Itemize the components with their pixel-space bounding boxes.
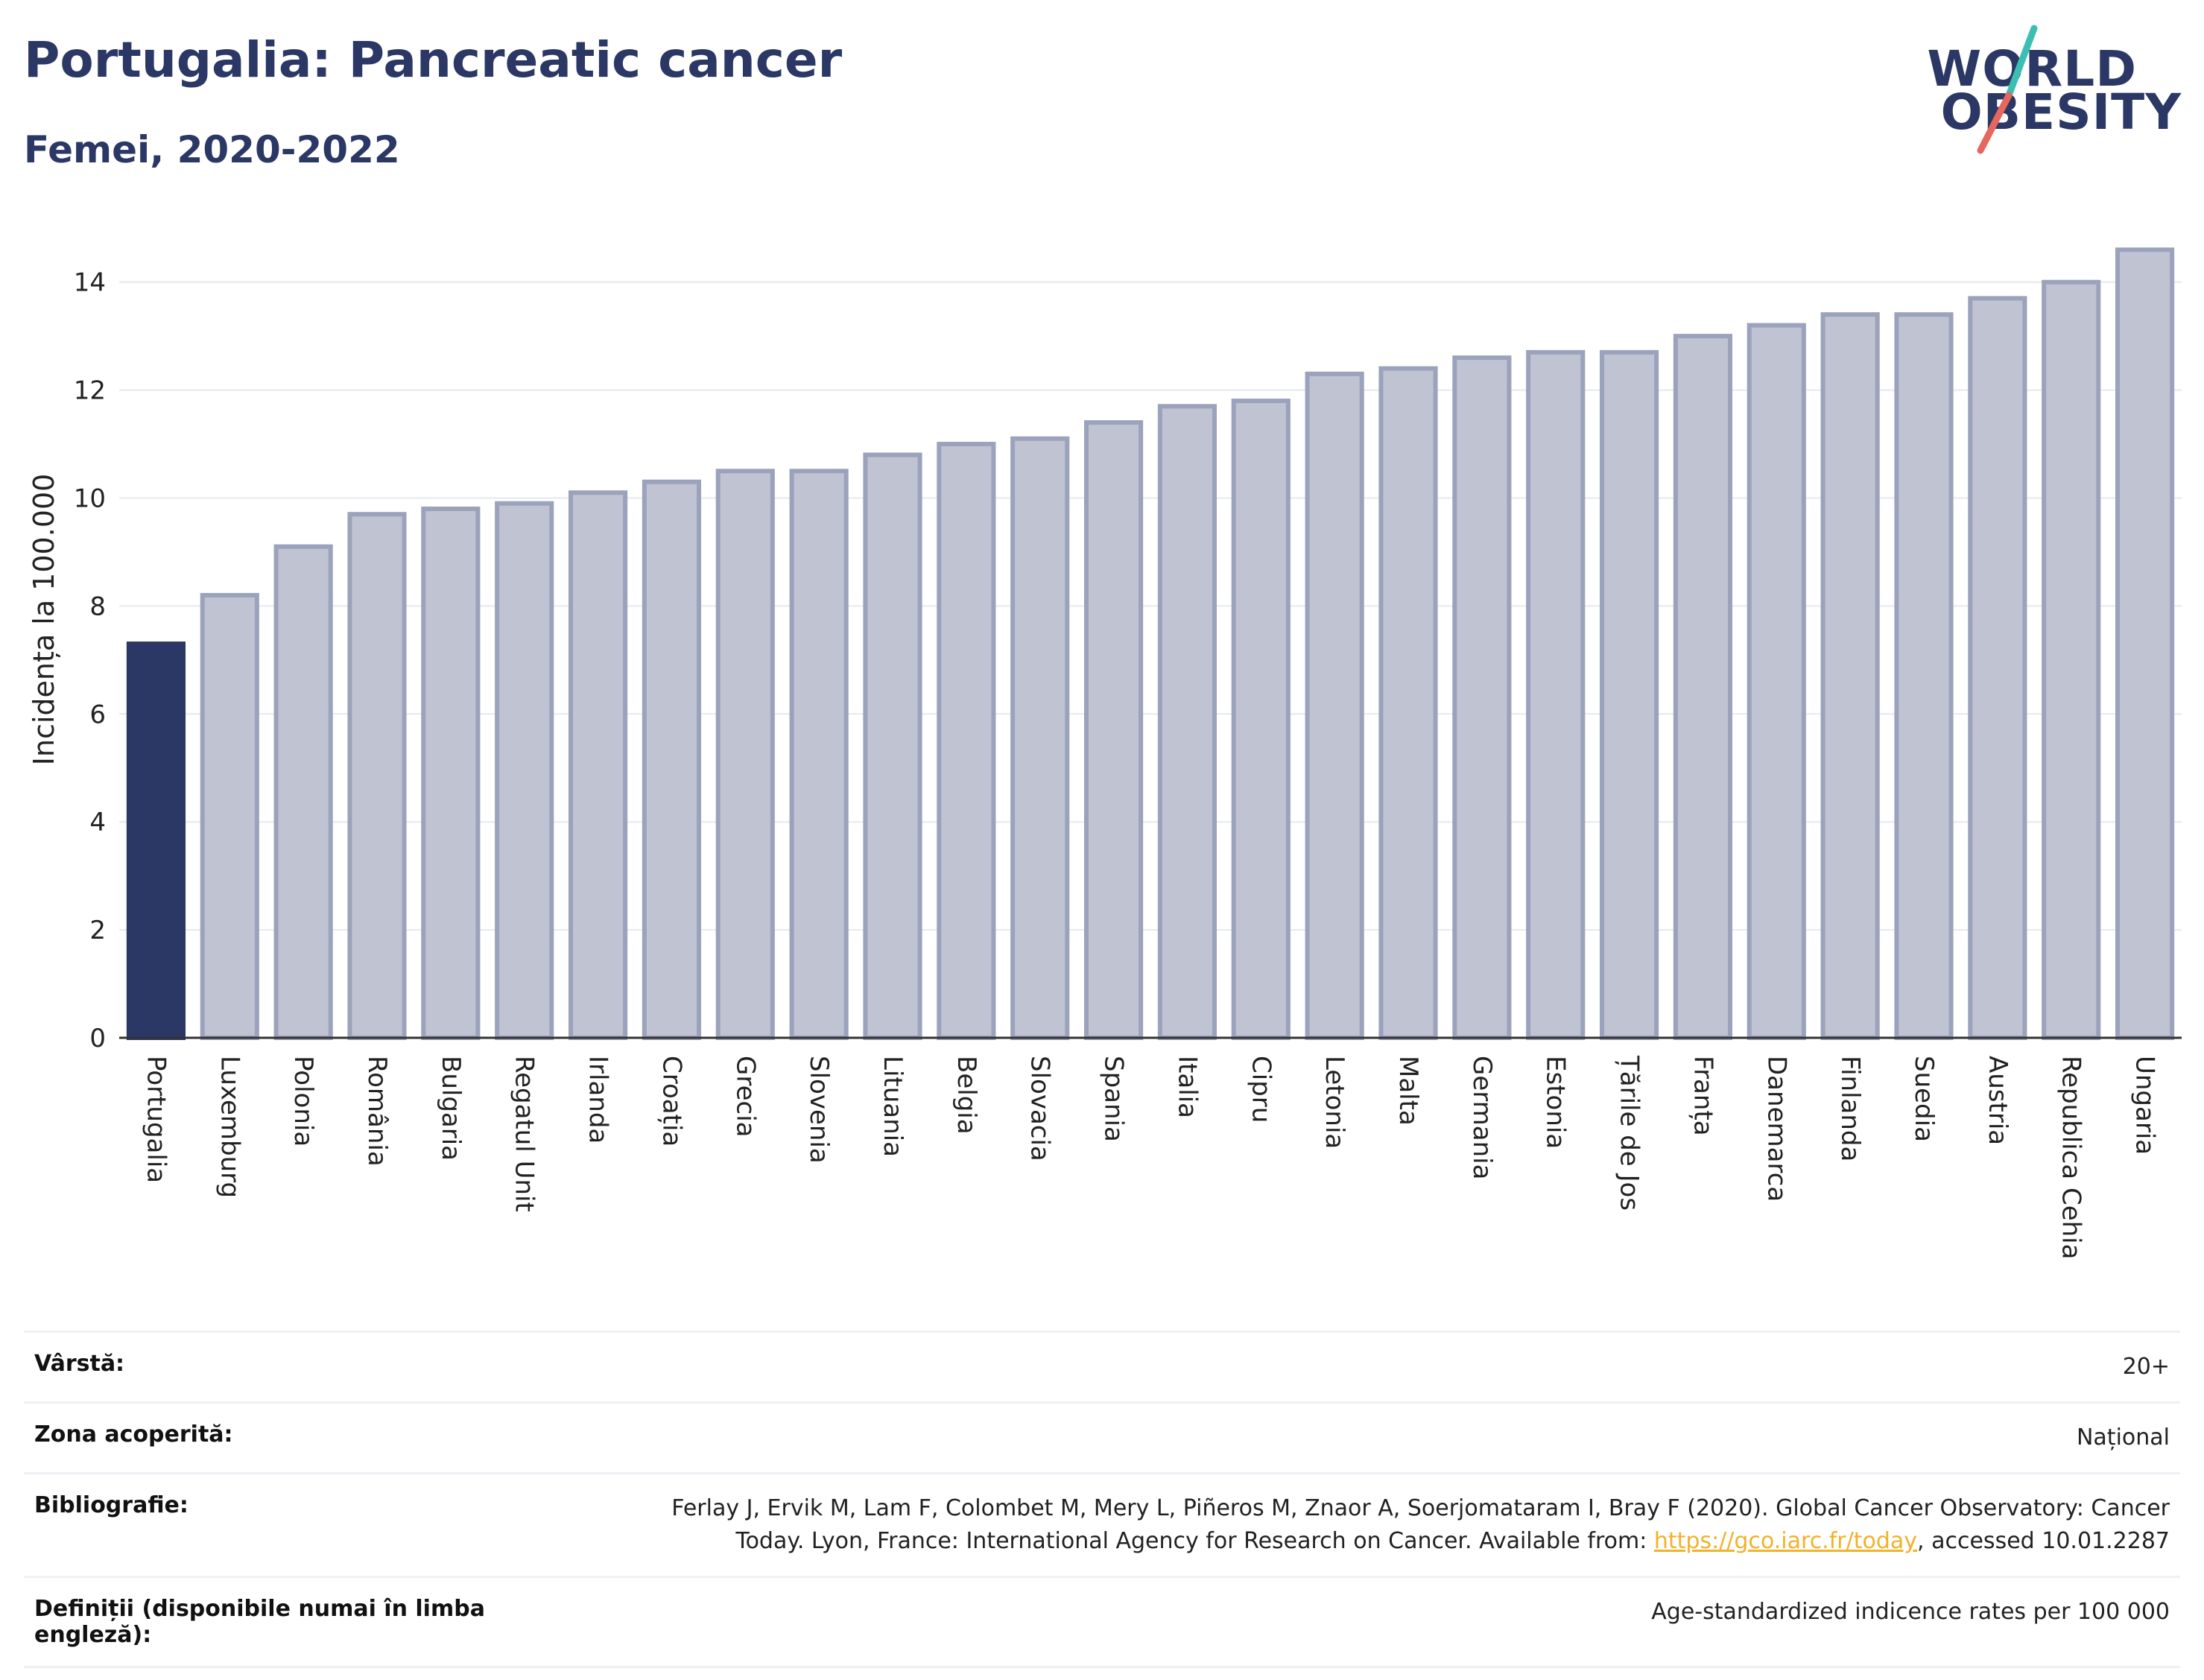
x-category-label: Austria [1983,1056,2013,1145]
x-category-label: Polonia [288,1056,318,1147]
bar-chart: 0 2 4 6 8 10 12 14 Portugalia Luxemburg Polonia Ro… [28,247,2182,1259]
bar--rile-de-jos[interactable] [1599,349,1659,1041]
meta-row-coverage: Zona acoperită: Național [24,1402,2180,1474]
bar-germania[interactable] [1452,355,1512,1040]
bar-malta[interactable] [1378,366,1438,1041]
bar-portugalia[interactable] [126,641,186,1040]
x-category-label: Estonia [1541,1056,1571,1149]
page-subtitle: Femei, 2020-2022 [24,128,400,171]
meta-value-coverage: Național [2076,1424,2170,1451]
y-axis-title: Incidența la 100.000 [28,474,60,766]
world-obesity-logo: WORLD OBESITY [1927,22,2182,164]
meta-value-definitions: Age-standardized indicence rates per 100… [1651,1599,2170,1625]
x-category-label: Germania [1467,1056,1497,1179]
y-tick-label: 12 [74,376,106,406]
bar-polonia[interactable] [273,544,333,1040]
x-category-label: Luxemburg [215,1056,244,1198]
bar-spania[interactable] [1083,420,1144,1040]
x-axis-labels: Portugalia Luxemburg Polonia România Bulgari… [141,1055,2159,1259]
bars [126,247,2175,1041]
bar-finlanda[interactable] [1820,312,1880,1041]
meta-value-bibliography: Ferlay J, Ervik M, Lam F, Colombet M, Me… [522,1474,2180,1577]
meta-key-age: Vârstă: [34,1351,125,1377]
logo-slash-icon [1977,25,2038,154]
meta-key-definitions: Definiții (disponibile numai în limba en… [34,1596,485,1648]
logo-text-obesity: OBESITY [1940,83,2182,141]
bar-lituania[interactable] [863,452,922,1040]
meta-row-definitions: Definiții (disponibile numai în limba en… [24,1576,2180,1667]
logo-text-world: WORLD [1927,40,2137,98]
bar-slovenia[interactable] [789,469,849,1040]
x-category-label: Slovenia [804,1056,834,1164]
meta-key-coverage: Zona acoperită: [34,1421,233,1448]
bar-bulgaria[interactable] [421,506,481,1040]
x-category-label: Finlanda [1835,1056,1865,1161]
bar-ungaria[interactable] [2115,247,2175,1041]
x-category-label: Croația [656,1056,686,1147]
bar-slovacia[interactable] [1010,436,1070,1040]
x-category-label: Irlanda [583,1056,613,1144]
bar-danemarca[interactable] [1747,323,1806,1040]
x-category-label: Slovacia [1025,1056,1055,1161]
y-tick-label: 4 [89,808,106,837]
meta-key-bibliography: Bibliografie: [34,1492,189,1518]
x-category-label: Spania [1099,1056,1129,1142]
bar-austria[interactable] [1968,296,2027,1040]
bar-cipru[interactable] [1231,399,1291,1040]
bar-fran-a[interactable] [1673,334,1733,1040]
x-category-label: Țările de Jos [1615,1055,1644,1211]
x-category-label: Bulgaria [436,1056,466,1161]
bar-letonia[interactable] [1305,371,1364,1040]
bar-suedia[interactable] [1894,312,1954,1041]
bar-republica-cehia[interactable] [2042,279,2101,1040]
x-category-label: Lituania [878,1056,908,1157]
y-axis-ticks: 0 2 4 6 8 10 12 14 [74,268,106,1053]
y-tick-label: 14 [74,268,106,298]
bar-rom-nia[interactable] [347,512,407,1040]
y-tick-label: 10 [74,484,106,513]
x-category-label: Malta [1393,1056,1423,1126]
x-category-label: Grecia [730,1056,760,1137]
bar-belgia[interactable] [937,442,996,1040]
y-tick-label: 6 [89,700,106,729]
bar-italia[interactable] [1157,404,1217,1041]
x-category-label: Republica Cehia [2056,1056,2086,1259]
meta-value-age: 20+ [2122,1354,2170,1380]
bibliography-text-2: Today. Lyon, France: International Agenc… [735,1528,1654,1554]
x-category-label: Suedia [1909,1056,1939,1142]
x-category-label: Franța [1688,1056,1717,1136]
x-category-label: Italia [1172,1056,1202,1118]
x-category-label: Portugalia [141,1056,171,1183]
x-category-label: Ungaria [2130,1056,2160,1155]
x-category-label: Cipru [1246,1056,1276,1123]
x-category-label: România [362,1056,392,1167]
bar-luxemburg[interactable] [200,592,259,1040]
meta-row-age: Vârstă: 20+ [24,1331,2180,1403]
x-category-label: Belgia [951,1056,981,1135]
x-category-label: Regatul Unit [510,1056,539,1212]
y-tick-label: 8 [89,592,106,621]
bar-grecia[interactable] [715,469,775,1040]
bibliography-text-3: , accessed 10.01.2287 [1917,1528,2170,1554]
y-tick-label: 2 [89,916,106,945]
meta-row-bibliography: Bibliografie: Ferlay J, Ervik M, Lam F, … [24,1473,2180,1577]
y-tick-label: 0 [89,1024,106,1053]
x-category-label: Letonia [1320,1056,1349,1149]
x-category-label: Danemarca [1761,1056,1791,1202]
metadata-table: Vârstă: 20+ Zona acoperită: Național Bib… [24,1331,2180,1668]
bar-regatul-unit[interactable] [495,501,554,1041]
bar-irlanda[interactable] [568,490,628,1040]
bibliography-link[interactable]: https://gco.iarc.fr/today [1653,1528,1918,1554]
page-title: Portugalia: Pancreatic cancer [24,31,843,89]
bar-estonia[interactable] [1526,349,1586,1041]
bar-croa-ia[interactable] [642,479,702,1040]
bibliography-text-1: Ferlay J, Ervik M, Lam F, Colombet M, Me… [671,1495,2170,1521]
